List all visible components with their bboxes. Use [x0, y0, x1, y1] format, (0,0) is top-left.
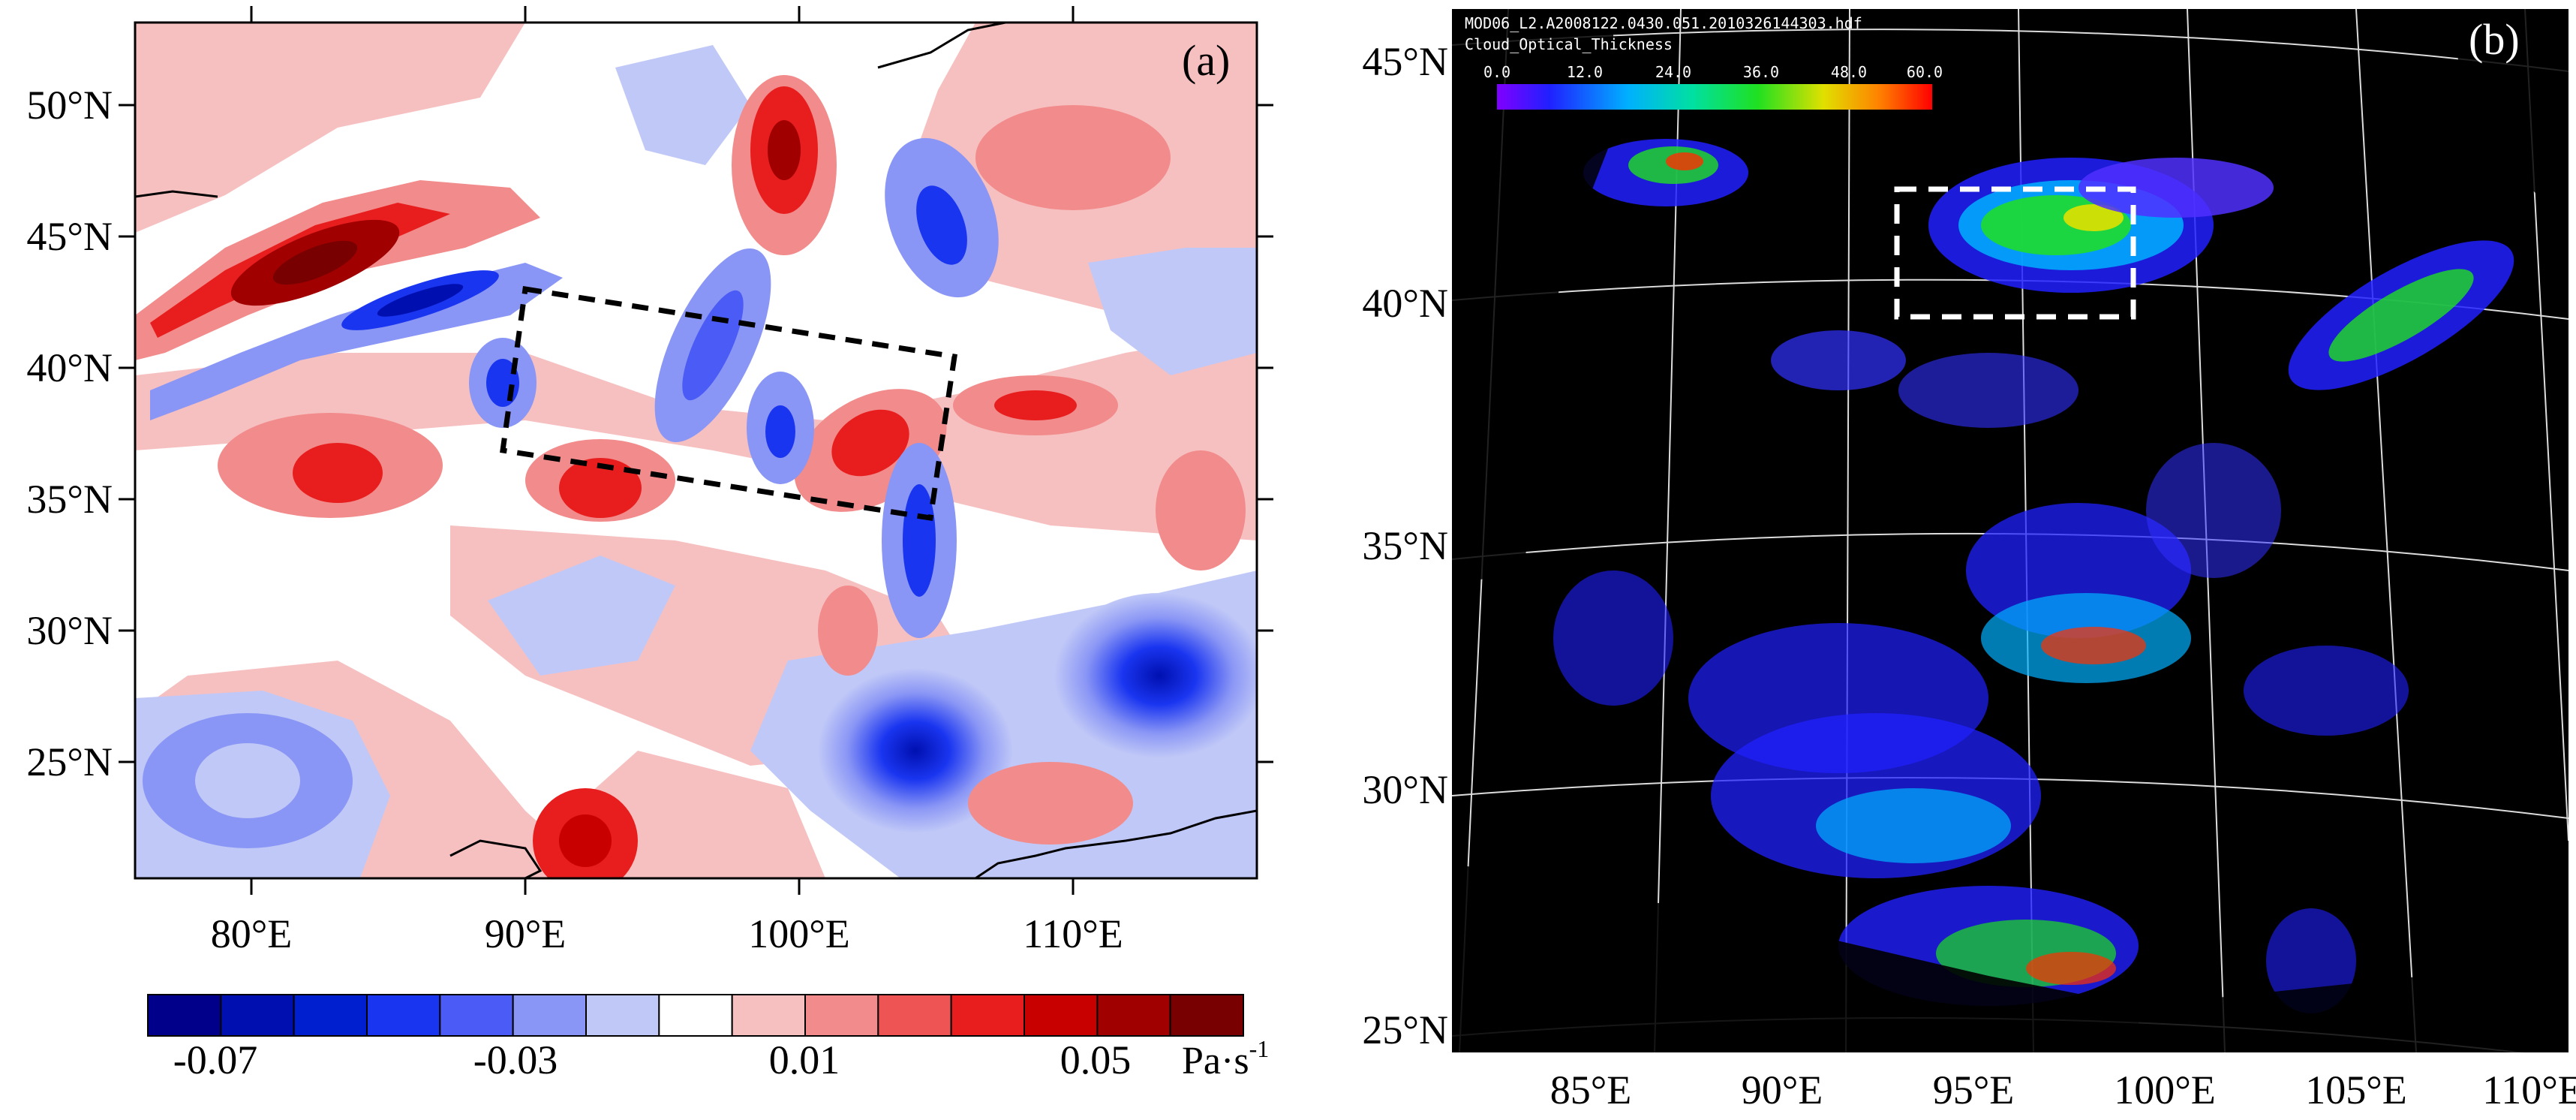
colorbar-swatch	[1096, 994, 1171, 1037]
panel-a-colorbar-labels: -0.07 -0.03 0.01 0.05	[173, 1037, 1131, 1082]
panel-a-label: (a)	[1182, 36, 1230, 85]
colorbar-swatch	[220, 994, 295, 1037]
colorbar-swatch	[147, 994, 222, 1037]
colorbar-swatch	[293, 994, 368, 1037]
lon-label: 100°E	[748, 911, 850, 956]
colorbar-unit-exp: -1	[1249, 1035, 1270, 1062]
lat-label: 45°N	[26, 214, 113, 259]
scale-label: 0.0	[1483, 63, 1510, 81]
colorbar-swatch	[804, 994, 879, 1037]
scale-labels: 0.0 12.0 24.0 36.0 48.0 60.0	[1483, 63, 1943, 81]
colorbar-label: 0.05	[1060, 1037, 1132, 1082]
panel-b-label: (b)	[2469, 15, 2520, 64]
panel-a-lon-labels: 80°E 90°E 100°E 110°E	[211, 911, 1123, 956]
lon-label: 80°E	[211, 911, 293, 956]
colorbar-swatch	[1023, 994, 1099, 1037]
colorbar-swatch	[1169, 994, 1244, 1037]
lon-label: 95°E	[1933, 1067, 2015, 1112]
colorbar-swatch	[658, 994, 733, 1037]
lat-label: 40°N	[1362, 281, 1448, 326]
lon-label: 85°E	[1550, 1067, 1632, 1112]
scale-label: 48.0	[1831, 63, 1867, 81]
lon-label: 110°E	[1023, 911, 1123, 956]
panel-a-map	[119, 6, 1273, 895]
lat-label: 25°N	[26, 739, 113, 784]
scale-label: 36.0	[1743, 63, 1779, 81]
study-region-box	[500, 285, 957, 522]
colorbar-swatch	[731, 994, 807, 1037]
variable-name: Cloud_Optical_Thickness	[1465, 35, 1673, 53]
study-region-box-b	[1894, 186, 2136, 320]
panel-a-lat-labels: 50°N 45°N 40°N 35°N 30°N 25°N	[26, 83, 113, 784]
contour-field	[135, 23, 1257, 878]
lon-label: 105°E	[2305, 1067, 2407, 1112]
scale-label: 24.0	[1655, 63, 1691, 81]
lon-label: 90°E	[485, 911, 567, 956]
lat-label: 30°N	[1362, 767, 1448, 812]
panel-b-lon-labels: 85°E 90°E 95°E 100°E 105°E 110°E	[1550, 1067, 2576, 1112]
lat-label: 45°N	[1362, 39, 1448, 84]
lat-label: 40°N	[26, 345, 113, 390]
colorbar-label: -0.07	[173, 1037, 257, 1082]
colorbar-unit: Pa·s-1	[1182, 1035, 1269, 1082]
cot-colorbar	[1497, 84, 1932, 110]
scale-label: 60.0	[1907, 63, 1943, 81]
lat-label: 50°N	[26, 83, 113, 128]
lat-label: 30°N	[26, 608, 113, 653]
lon-label: 110°E	[2482, 1067, 2576, 1112]
colorbar-swatch	[366, 994, 441, 1037]
panel-a-ticks	[119, 6, 1273, 895]
colorbar-swatch	[877, 994, 952, 1037]
colorbar-label: -0.03	[473, 1037, 558, 1082]
lat-label: 35°N	[1362, 523, 1448, 568]
lon-label: 100°E	[2114, 1067, 2216, 1112]
colorbar-swatch	[512, 994, 588, 1037]
colorbar-label: 0.01	[769, 1037, 840, 1082]
panel-a-colorbar	[147, 994, 1244, 1037]
colorbar-unit-base: Pa·s	[1182, 1040, 1249, 1082]
panel-b-map	[1452, 9, 2568, 1052]
colorbar-swatch	[950, 994, 1025, 1037]
panel-b-lat-labels: 45°N 40°N 35°N 30°N 25°N	[1362, 39, 1448, 1052]
hdf-filename: MOD06_L2.A2008122.0430.051.2010326144303…	[1465, 14, 1862, 32]
lat-label: 35°N	[26, 477, 113, 522]
colorbar-swatch	[585, 994, 660, 1037]
scale-label: 12.0	[1567, 63, 1603, 81]
colorbar-swatch	[439, 994, 514, 1037]
lon-label: 90°E	[1742, 1067, 1823, 1112]
lat-label: 25°N	[1362, 1007, 1448, 1052]
